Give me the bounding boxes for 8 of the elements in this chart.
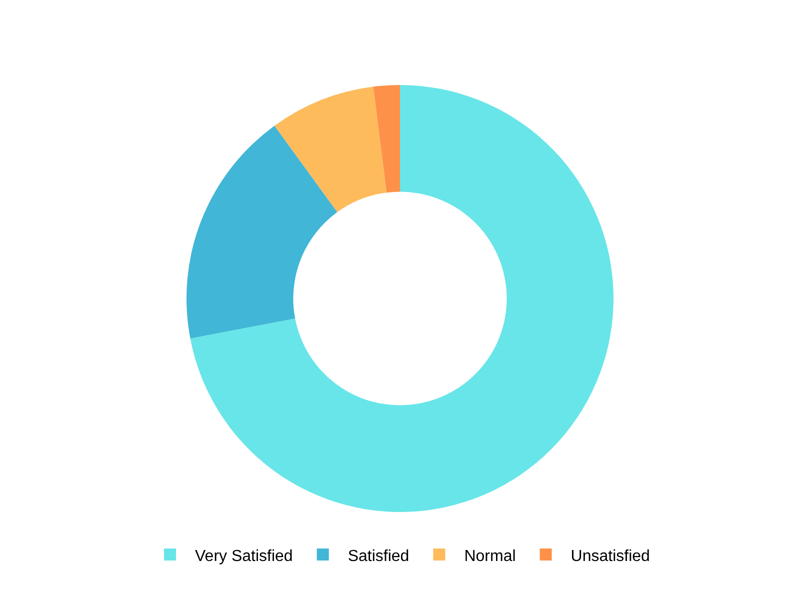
legend-label: Unsatisfied xyxy=(570,548,650,565)
donut-slice xyxy=(274,86,387,212)
donut-slice xyxy=(373,85,400,193)
donut-slice xyxy=(186,126,338,339)
legend-label: Satisfied xyxy=(348,548,410,565)
donut-slice xyxy=(190,85,614,512)
legend-label: Very Satisfied xyxy=(195,548,293,565)
legend-label: Normal xyxy=(464,548,516,565)
